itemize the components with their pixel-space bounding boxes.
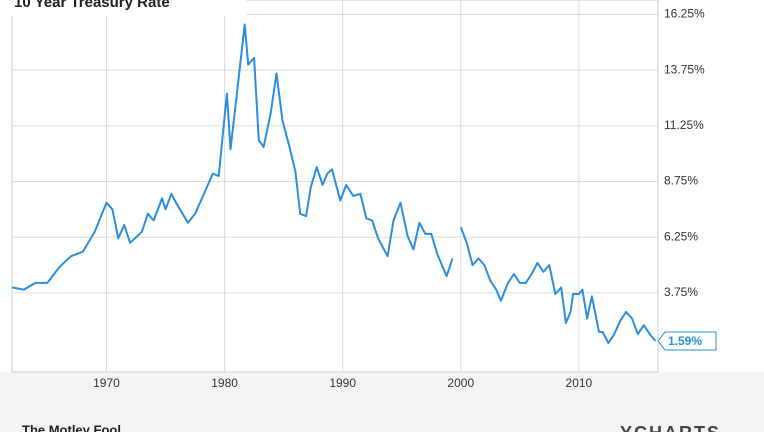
plot-area <box>11 0 659 373</box>
y-tick-label: 16.25% <box>664 7 705 21</box>
y-tick-label: 13.75% <box>664 62 705 76</box>
x-tick-label: 1970 <box>93 376 120 390</box>
footer-left: The Motley Fool <box>22 422 121 432</box>
x-tick-label: 2010 <box>566 376 593 390</box>
y-tick-label: 6.25% <box>664 229 698 243</box>
title-box <box>10 0 246 16</box>
end-label-text: 1.59% <box>668 334 702 348</box>
y-tick-label: 11.25% <box>664 118 704 132</box>
x-tick-label: 1990 <box>329 376 356 390</box>
x-tick-label: 1980 <box>211 376 238 390</box>
footer-bg <box>0 372 764 432</box>
footer-right: YCHARTS <box>620 423 721 432</box>
x-tick-label: 2000 <box>447 376 474 390</box>
y-tick-label: 3.75% <box>664 285 698 299</box>
end-label-box <box>657 331 717 351</box>
y-tick-label: 8.75% <box>664 174 698 188</box>
line <box>11 23 657 344</box>
chart-title: 10 Year Treasury Rate <box>14 0 170 11</box>
end-label: 1.59% <box>657 331 717 351</box>
